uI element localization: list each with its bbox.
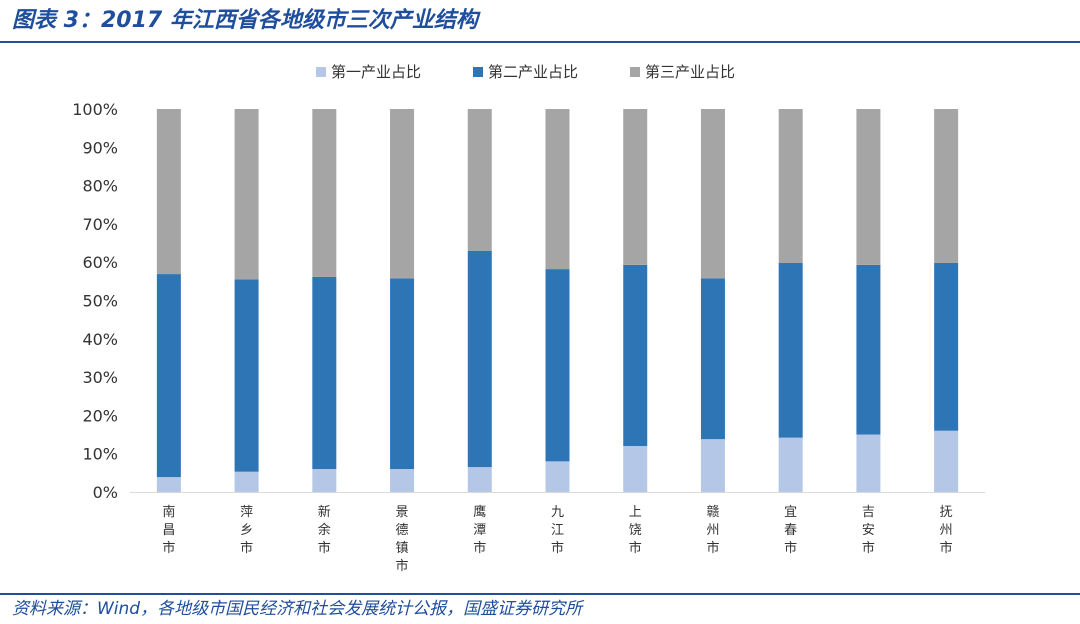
y-tick-label: 30% bbox=[82, 368, 118, 387]
bar-segment bbox=[623, 109, 648, 265]
legend-swatch bbox=[473, 67, 483, 77]
bar-segment bbox=[312, 469, 337, 492]
y-tick-label: 20% bbox=[82, 406, 118, 425]
x-tick-label: 上饶市 bbox=[629, 505, 642, 556]
bar-segment bbox=[545, 269, 570, 462]
bars bbox=[156, 109, 959, 492]
legend-label: 第二产业占比 bbox=[488, 63, 578, 81]
bar-segment bbox=[312, 276, 337, 470]
bar-segment bbox=[856, 434, 881, 492]
y-axis: 0% 10% 20% 30% 40% 50% 60% 70% 80% 90% 100% bbox=[72, 100, 118, 502]
legend-label: 第一产业占比 bbox=[331, 63, 421, 81]
bar-segment bbox=[390, 278, 415, 470]
bar-segment bbox=[467, 467, 492, 492]
legend: 第一产业占比 第二产业占比 第三产业占比 bbox=[316, 63, 735, 81]
bar-segment bbox=[623, 264, 648, 447]
legend-swatch bbox=[316, 67, 326, 77]
bar-segment bbox=[778, 262, 803, 438]
bar-segment bbox=[778, 109, 803, 263]
bar-segment bbox=[312, 109, 337, 277]
bar-segment bbox=[700, 439, 725, 492]
y-tick-label: 10% bbox=[82, 445, 118, 464]
source-divider bbox=[0, 593, 1080, 595]
bar-segment bbox=[856, 264, 881, 435]
bar-segment bbox=[467, 250, 492, 468]
bar-segment bbox=[156, 274, 181, 478]
bar-segment bbox=[545, 109, 570, 270]
bar-segment bbox=[156, 477, 181, 492]
chart-title: 图表 3：2017 年江西省各地级市三次产业结构 bbox=[12, 8, 478, 33]
bar-segment bbox=[156, 109, 181, 275]
y-tick-label: 50% bbox=[82, 292, 118, 311]
y-tick-label: 90% bbox=[82, 138, 118, 157]
bar-segment bbox=[934, 109, 959, 263]
x-tick-label: 南昌市 bbox=[162, 504, 175, 556]
bar-segment bbox=[545, 461, 570, 492]
y-tick-label: 0% bbox=[93, 483, 118, 502]
bar-segment bbox=[234, 109, 259, 280]
bar-segment bbox=[700, 278, 725, 440]
bar-segment bbox=[934, 430, 959, 492]
bar-segment bbox=[234, 279, 259, 472]
x-tick-label: 萍乡市 bbox=[240, 505, 253, 556]
bar-segment bbox=[234, 471, 259, 492]
bar-segment bbox=[700, 109, 725, 279]
y-tick-label: 80% bbox=[82, 177, 118, 196]
x-tick-label: 新余市 bbox=[318, 504, 331, 556]
x-tick-label: 抚州市 bbox=[940, 505, 953, 556]
bar-segment bbox=[623, 446, 648, 492]
x-tick-label: 鹰潭市 bbox=[473, 504, 486, 556]
bar-segment bbox=[778, 437, 803, 492]
bar-segment bbox=[856, 109, 881, 265]
stacked-bar-chart: 第一产业占比 第二产业占比 第三产业占比 0% 10% 20% 30% 40% 50% 60% 7… bbox=[72, 63, 985, 574]
bar-segment bbox=[390, 469, 415, 492]
x-axis: 南昌市 萍乡市 新余市 景德镇市 鹰潭市 九江市 上饶市 赣州市 宜春市 吉安市 抚州市 bbox=[130, 492, 985, 574]
y-tick-label: 60% bbox=[82, 253, 118, 272]
bar-segment bbox=[467, 109, 492, 251]
y-tick-label: 100% bbox=[72, 100, 118, 119]
x-tick-label: 九江市 bbox=[551, 505, 564, 556]
x-tick-label: 赣州市 bbox=[706, 505, 719, 556]
bar-segment bbox=[390, 109, 415, 279]
legend-swatch bbox=[630, 67, 640, 77]
title-divider bbox=[0, 41, 1080, 43]
bar-segment bbox=[934, 262, 959, 431]
legend-label: 第三产业占比 bbox=[645, 63, 735, 81]
source-note: 资料来源：Wind，各地级市国民经济和社会发展统计公报，国盛证券研究所 bbox=[12, 599, 583, 619]
y-tick-label: 40% bbox=[82, 330, 118, 349]
x-tick-label: 吉安市 bbox=[862, 505, 875, 556]
x-tick-label: 景德镇市 bbox=[396, 505, 409, 574]
y-tick-label: 70% bbox=[82, 215, 118, 234]
x-tick-label: 宜春市 bbox=[784, 505, 797, 556]
